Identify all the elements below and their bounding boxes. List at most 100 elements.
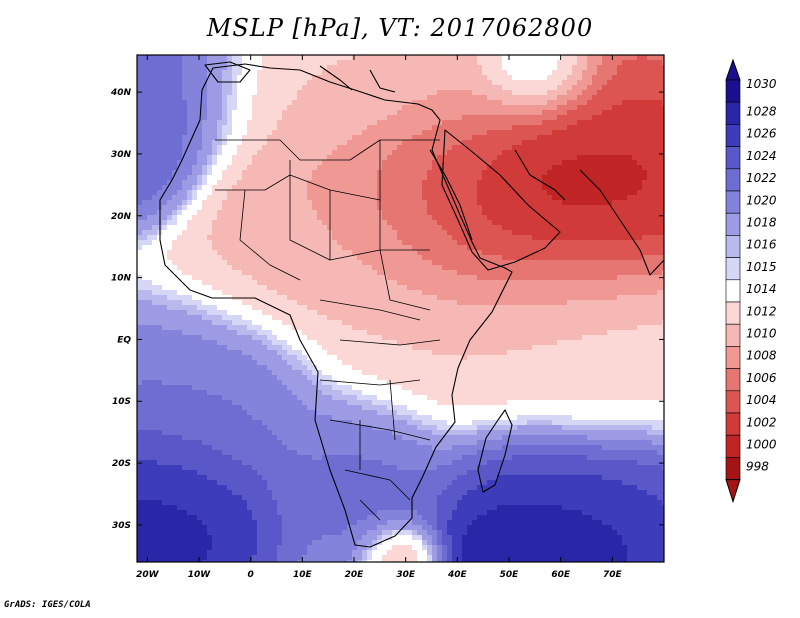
- field-cell: [597, 115, 603, 121]
- field-cell: [177, 185, 183, 191]
- field-cell: [617, 245, 623, 251]
- field-cell: [612, 265, 618, 271]
- field-cell: [302, 150, 308, 156]
- field-cell: [552, 135, 558, 141]
- field-cell: [287, 240, 293, 246]
- field-cell: [432, 75, 438, 81]
- field-cell: [502, 205, 508, 211]
- field-cell: [457, 70, 463, 76]
- field-cell: [612, 85, 618, 91]
- field-cell: [547, 255, 553, 261]
- field-cell: [557, 105, 563, 111]
- field-cell: [522, 230, 528, 236]
- field-cell: [392, 240, 398, 246]
- field-cell: [642, 285, 648, 291]
- field-cell: [597, 255, 603, 261]
- field-cell: [332, 165, 338, 171]
- field-cell: [197, 225, 203, 231]
- field-cell: [407, 105, 413, 111]
- field-cell: [212, 85, 218, 91]
- field-cell: [202, 60, 208, 66]
- field-cell: [572, 120, 578, 126]
- field-cell: [627, 90, 633, 96]
- field-cell: [427, 235, 433, 241]
- field-cell: [512, 70, 518, 76]
- field-cell: [452, 100, 458, 106]
- field-cell: [272, 60, 278, 66]
- field-cell: [162, 285, 168, 291]
- field-cell: [497, 265, 503, 271]
- field-cell: [157, 125, 163, 131]
- field-cell: [542, 240, 548, 246]
- field-cell: [657, 240, 663, 246]
- field-cell: [602, 200, 608, 206]
- field-cell: [492, 210, 498, 216]
- field-cell: [662, 65, 664, 71]
- field-cell: [587, 240, 593, 246]
- field-cell: [412, 70, 418, 76]
- field-cell: [212, 165, 218, 171]
- field-cell: [192, 280, 198, 286]
- field-cell: [592, 140, 598, 146]
- field-cell: [137, 145, 143, 151]
- field-cell: [627, 270, 633, 276]
- field-cell: [177, 125, 183, 131]
- field-cell: [282, 55, 288, 61]
- field-cell: [262, 110, 268, 116]
- field-cell: [442, 245, 448, 251]
- field-cell: [507, 75, 513, 81]
- field-cell: [257, 200, 263, 206]
- field-cell: [472, 280, 478, 286]
- field-cell: [552, 200, 558, 206]
- field-cell: [367, 255, 373, 261]
- field-cell: [152, 280, 158, 286]
- field-cell: [627, 225, 633, 231]
- field-cell: [627, 210, 633, 216]
- field-cell: [472, 260, 478, 266]
- field-cell: [612, 90, 618, 96]
- field-cell: [317, 135, 323, 141]
- field-cell: [297, 180, 303, 186]
- field-cell: [242, 145, 248, 151]
- field-cell: [322, 85, 328, 91]
- field-cell: [642, 120, 648, 126]
- field-cell: [257, 160, 263, 166]
- field-cell: [202, 95, 208, 101]
- field-cell: [357, 115, 363, 121]
- field-cell: [402, 260, 408, 266]
- field-cell: [482, 75, 488, 81]
- field-cell: [517, 220, 523, 226]
- field-cell: [567, 155, 573, 161]
- field-cell: [307, 280, 313, 286]
- field-cell: [567, 180, 573, 186]
- field-cell: [427, 145, 433, 151]
- field-cell: [332, 150, 338, 156]
- field-cell: [472, 265, 478, 271]
- field-cell: [587, 90, 593, 96]
- field-cell: [252, 180, 258, 186]
- field-cell: [502, 145, 508, 151]
- field-cell: [417, 115, 423, 121]
- field-cell: [632, 65, 638, 71]
- field-cell: [322, 145, 328, 151]
- field-cell: [242, 225, 248, 231]
- field-cell: [402, 190, 408, 196]
- field-cell: [282, 80, 288, 86]
- field-cell: [277, 155, 283, 161]
- field-cell: [587, 65, 593, 71]
- field-cell: [597, 215, 603, 221]
- field-cell: [447, 175, 453, 181]
- field-cell: [182, 185, 188, 191]
- field-cell: [217, 165, 223, 171]
- field-cell: [502, 65, 508, 71]
- field-cell: [427, 115, 433, 121]
- field-cell: [187, 185, 193, 191]
- field-cell: [602, 230, 608, 236]
- field-cell: [352, 205, 358, 211]
- field-cell: [312, 280, 318, 286]
- field-cell: [377, 285, 383, 291]
- field-cell: [482, 195, 488, 201]
- field-cell: [432, 180, 438, 186]
- field-cell: [517, 100, 523, 106]
- field-cell: [162, 60, 168, 66]
